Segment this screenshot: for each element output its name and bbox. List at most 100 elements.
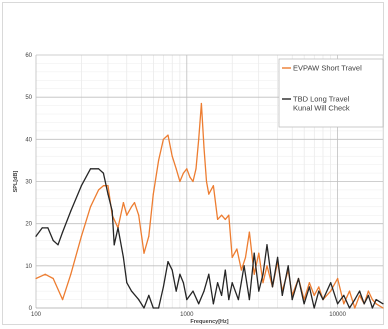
data-point <box>243 265 245 267</box>
data-point <box>35 277 37 280</box>
data-point <box>248 298 250 301</box>
data-point <box>271 286 274 288</box>
data-point <box>337 277 339 280</box>
data-point <box>167 134 169 136</box>
data-point <box>102 172 105 174</box>
data-point <box>371 298 373 301</box>
data-point <box>382 303 384 305</box>
data-point <box>148 235 150 237</box>
data-point <box>107 193 109 195</box>
data-point <box>133 201 136 204</box>
data-point <box>167 261 169 263</box>
data-point <box>52 239 54 242</box>
data-point <box>61 298 64 301</box>
data-point <box>138 298 140 301</box>
data-point <box>203 147 205 149</box>
data-point <box>179 273 181 275</box>
data-point <box>258 252 260 254</box>
data-point <box>363 303 365 305</box>
data-point <box>253 252 255 254</box>
data-point <box>216 218 219 221</box>
data-point <box>182 172 185 174</box>
x-tick-label: 1000 <box>180 312 194 318</box>
data-point <box>240 269 242 271</box>
data-point <box>220 214 223 216</box>
data-point <box>143 307 145 309</box>
data-point <box>212 185 214 187</box>
data-point <box>382 307 384 309</box>
data-point <box>303 303 305 305</box>
data-point <box>157 159 160 162</box>
data-point <box>203 290 205 292</box>
data-point <box>318 286 320 288</box>
data-point <box>195 168 197 170</box>
y-tick-label: 30 <box>25 180 32 186</box>
data-point <box>117 227 119 229</box>
data-point <box>208 193 210 195</box>
data-point <box>186 168 188 170</box>
data-point <box>182 282 185 284</box>
data-point <box>276 256 279 258</box>
legend-entry-1: EVPAW Short Travel <box>282 64 362 73</box>
data-point <box>179 180 181 183</box>
major-gridlines <box>35 54 383 309</box>
data-point <box>171 269 173 271</box>
data-point <box>297 277 300 280</box>
data-point <box>359 290 361 292</box>
data-point <box>97 168 100 170</box>
data-point <box>138 214 140 216</box>
series-line-1 <box>35 102 384 309</box>
y-tick-label: 20 <box>25 222 32 228</box>
data-point <box>367 290 369 292</box>
data-point <box>189 176 191 178</box>
data-point <box>313 294 315 296</box>
data-point <box>70 273 72 275</box>
data-point <box>80 235 82 237</box>
data-point <box>89 206 92 208</box>
data-point <box>262 282 264 284</box>
y-tick-label: 10 <box>25 264 32 270</box>
data-point <box>208 273 210 275</box>
y-tick-label: 0 <box>29 306 33 312</box>
data-point <box>143 252 145 254</box>
data-point <box>200 102 203 105</box>
data-point <box>266 244 268 246</box>
data-point <box>375 303 377 305</box>
data-point <box>322 298 324 301</box>
data-point <box>175 168 177 170</box>
y-tick-label: 40 <box>25 137 32 143</box>
data-point <box>198 303 200 305</box>
x-tick-label: 100 <box>31 312 42 318</box>
data-point <box>287 265 289 267</box>
data-point <box>212 303 214 305</box>
data-point <box>111 210 113 212</box>
data-point <box>266 265 268 267</box>
data-point <box>237 298 240 301</box>
data-point <box>359 294 361 296</box>
data-point <box>175 290 177 292</box>
data-point <box>348 290 351 292</box>
chart-frame: 0 10 20 30 40 50 60 100 1000 10000 Frequency[Hz] … <box>2 2 384 325</box>
data-point <box>186 298 188 301</box>
data-point <box>343 294 345 296</box>
data-point <box>162 138 165 140</box>
data-point <box>152 193 154 195</box>
data-point <box>61 231 64 233</box>
data-point <box>330 282 332 284</box>
data-point <box>107 185 109 187</box>
data-point <box>148 294 150 296</box>
data-point <box>126 282 128 284</box>
y-tick-label: 60 <box>25 53 32 59</box>
legend-entry-2: TBD Long Travel Kunal Will Check <box>282 95 350 113</box>
data-point <box>354 298 356 301</box>
data-point <box>228 298 230 301</box>
legend-box <box>278 58 384 128</box>
data-point <box>337 303 339 305</box>
y-axis-label: SPL[dB] <box>13 170 19 192</box>
x-tick-label: 10000 <box>329 312 346 318</box>
data-point <box>330 290 332 292</box>
data-point <box>113 244 115 246</box>
data-point <box>371 307 373 309</box>
data-point <box>44 273 46 275</box>
